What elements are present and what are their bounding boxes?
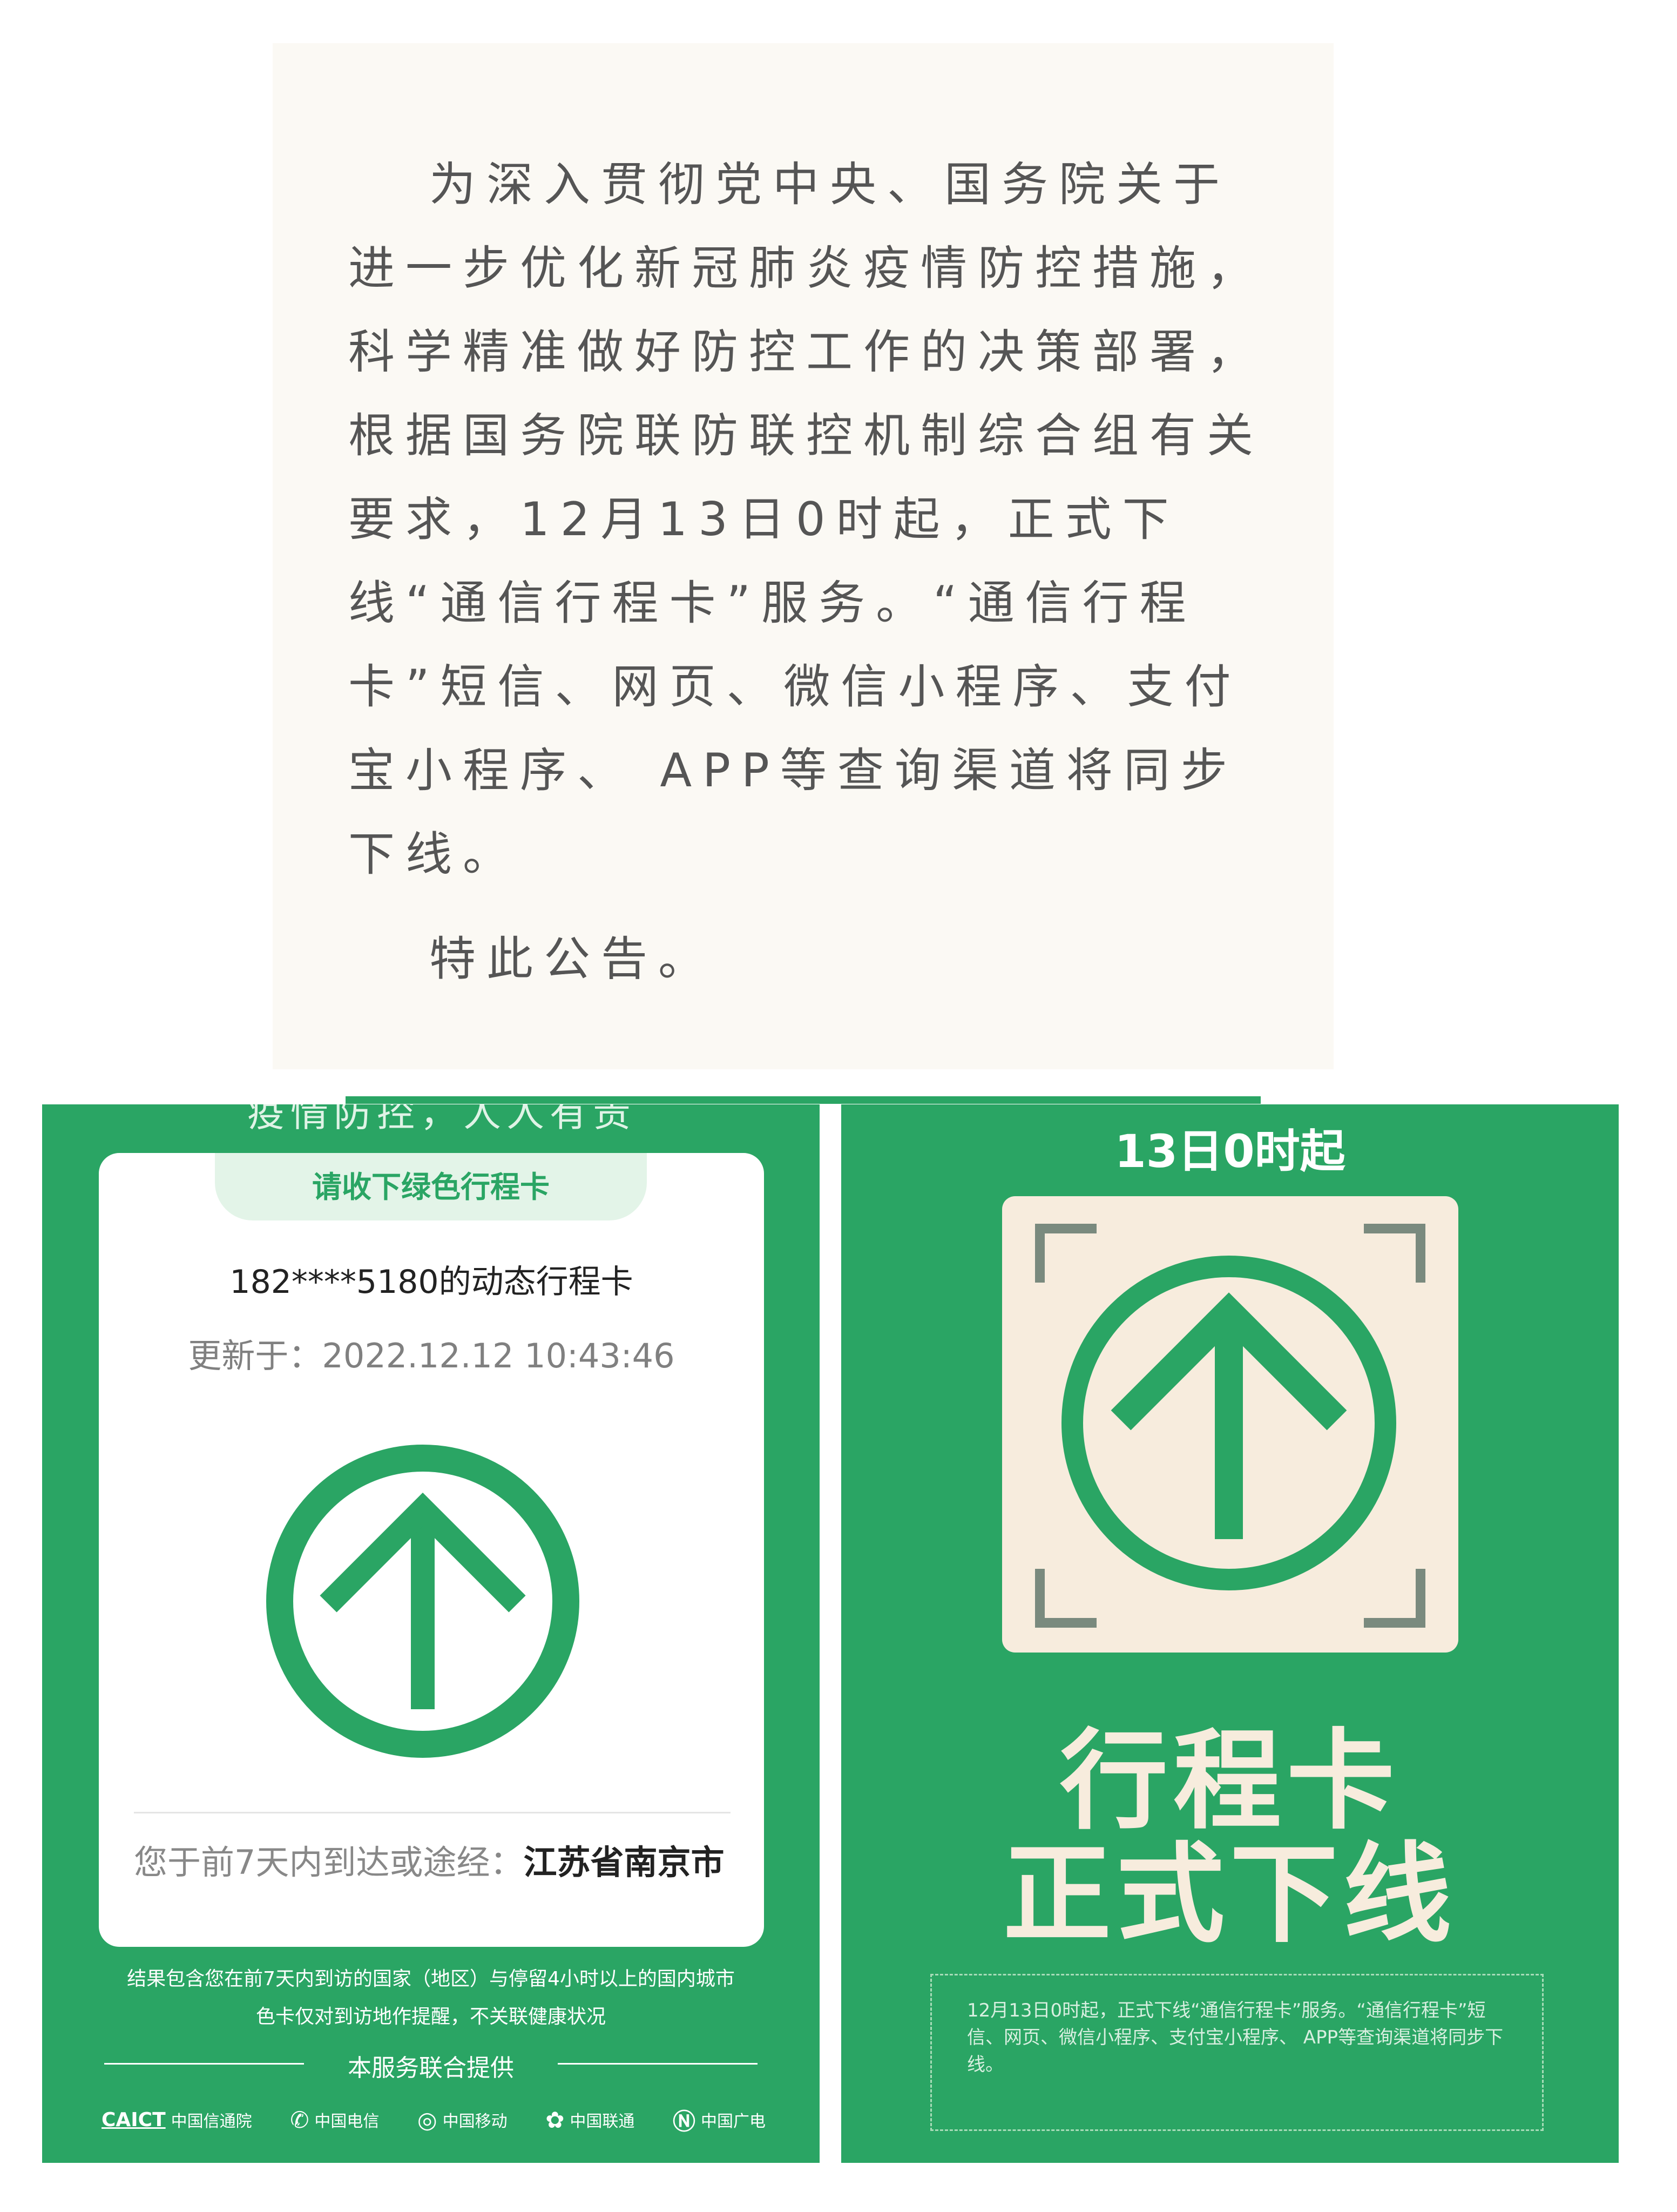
offline-poster-panel: 13日0时起 行程卡 正式下线 12月13日0时起，正式下线“通信行程卡”服务。… xyxy=(841,1104,1619,2163)
green-divider xyxy=(346,1096,1261,1104)
china-broadnet-logo: Ⓝ 中国广电 xyxy=(673,2103,766,2136)
itinerary-card: 请收下绿色行程卡 182****5180的动态行程卡 更新于：2022.12.1… xyxy=(99,1153,764,1947)
china-unicom-icon: ✿ xyxy=(545,2106,565,2133)
visited-info: 您于前7天内到达或途经：江苏省南京市 xyxy=(134,1839,733,1886)
provided-by-row: 本服务联合提供 xyxy=(104,2044,758,2082)
announcement-closing: 特此公告。 xyxy=(429,932,715,986)
card-tab: 请收下绿色行程卡 xyxy=(215,1153,647,1220)
china-mobile-icon: ◎ xyxy=(417,2106,437,2133)
itinerary-card-panel: 疫情防控，人人有责 请收下绿色行程卡 182****5180的动态行程卡 更新于… xyxy=(42,1104,820,2163)
partner-logos: CAICT 中国信通院 ✆ 中国电信 ◎ 中国移动 ✿ 中国联通 Ⓝ 中国广电 xyxy=(102,2101,766,2139)
poster-headline-1: 行程卡 xyxy=(1059,1718,1400,1844)
provided-by-label: 本服务联合提供 xyxy=(348,2054,514,2082)
card-phone-title: 182****5180的动态行程卡 xyxy=(229,1263,633,1301)
china-unicom-name: 中国联通 xyxy=(570,2112,635,2131)
visited-prefix: 您于前7天内到达或途经： xyxy=(134,1843,524,1882)
result-note-1: 结果包含您在前7天内到访的国家（地区）与停留4小时以上的国内城市 xyxy=(127,1968,735,1990)
card-tab-label: 请收下绿色行程卡 xyxy=(312,1170,550,1204)
update-prefix: 更新于： xyxy=(188,1336,322,1375)
china-telecom-icon: ✆ xyxy=(290,2106,309,2133)
poster-notice-box: 12月13日0时起，正式下线“通信行程卡”服务。“通信行程卡”短信、网页、微信小… xyxy=(930,1974,1544,2131)
card-divider xyxy=(134,1812,731,1813)
scan-frame xyxy=(1002,1196,1458,1653)
provided-line-right xyxy=(558,2063,758,2065)
provided-line-left xyxy=(104,2063,304,2065)
update-time-row: 更新于：2022.12.12 10:43:46 xyxy=(99,1328,764,1377)
update-time: 2022.12.12 10:43:46 xyxy=(322,1336,675,1375)
announcement-card: 为深入贯彻党中央、国务院关于进一步优化新冠肺炎疫情防控措施，科学精准做好防控工作… xyxy=(273,43,1334,1104)
scan-frame-arrow-icon xyxy=(1035,1224,1425,1628)
poster-top-text: 13日0时起 xyxy=(1114,1125,1345,1178)
visited-place: 江苏省南京市 xyxy=(523,1843,725,1882)
china-telecom-logo: ✆ 中国电信 xyxy=(290,2107,379,2133)
announcement-paragraph: 为深入贯彻党中央、国务院关于进一步优化新冠肺炎疫情防控措施，科学精准做好防控工作… xyxy=(348,158,1264,881)
poster-headline-2: 正式下线 xyxy=(1003,1832,1457,1958)
cropped-slogan: 疫情防控，人人有责 xyxy=(247,1104,636,1135)
caict-logo: CAICT 中国信通院 xyxy=(102,2108,252,2132)
caict-mark: CAICT xyxy=(102,2108,166,2131)
up-arrow-circle-icon xyxy=(266,1445,579,1758)
china-broadnet-icon: Ⓝ xyxy=(672,2108,695,2135)
poster-notice-text: 12月13日0时起，正式下线“通信行程卡”服务。“通信行程卡”短信、网页、微信小… xyxy=(967,2000,1504,2075)
caict-name: 中国信通院 xyxy=(171,2112,252,2131)
result-note-2: 色卡仅对到访地作提醒，不关联健康状况 xyxy=(255,2006,606,2028)
china-mobile-name: 中国移动 xyxy=(442,2112,508,2131)
china-mobile-logo: ◎ 中国移动 xyxy=(417,2107,508,2133)
china-telecom-name: 中国电信 xyxy=(314,2112,380,2131)
china-unicom-logo: ✿ 中国联通 xyxy=(545,2107,634,2133)
china-broadnet-name: 中国广电 xyxy=(700,2112,766,2131)
